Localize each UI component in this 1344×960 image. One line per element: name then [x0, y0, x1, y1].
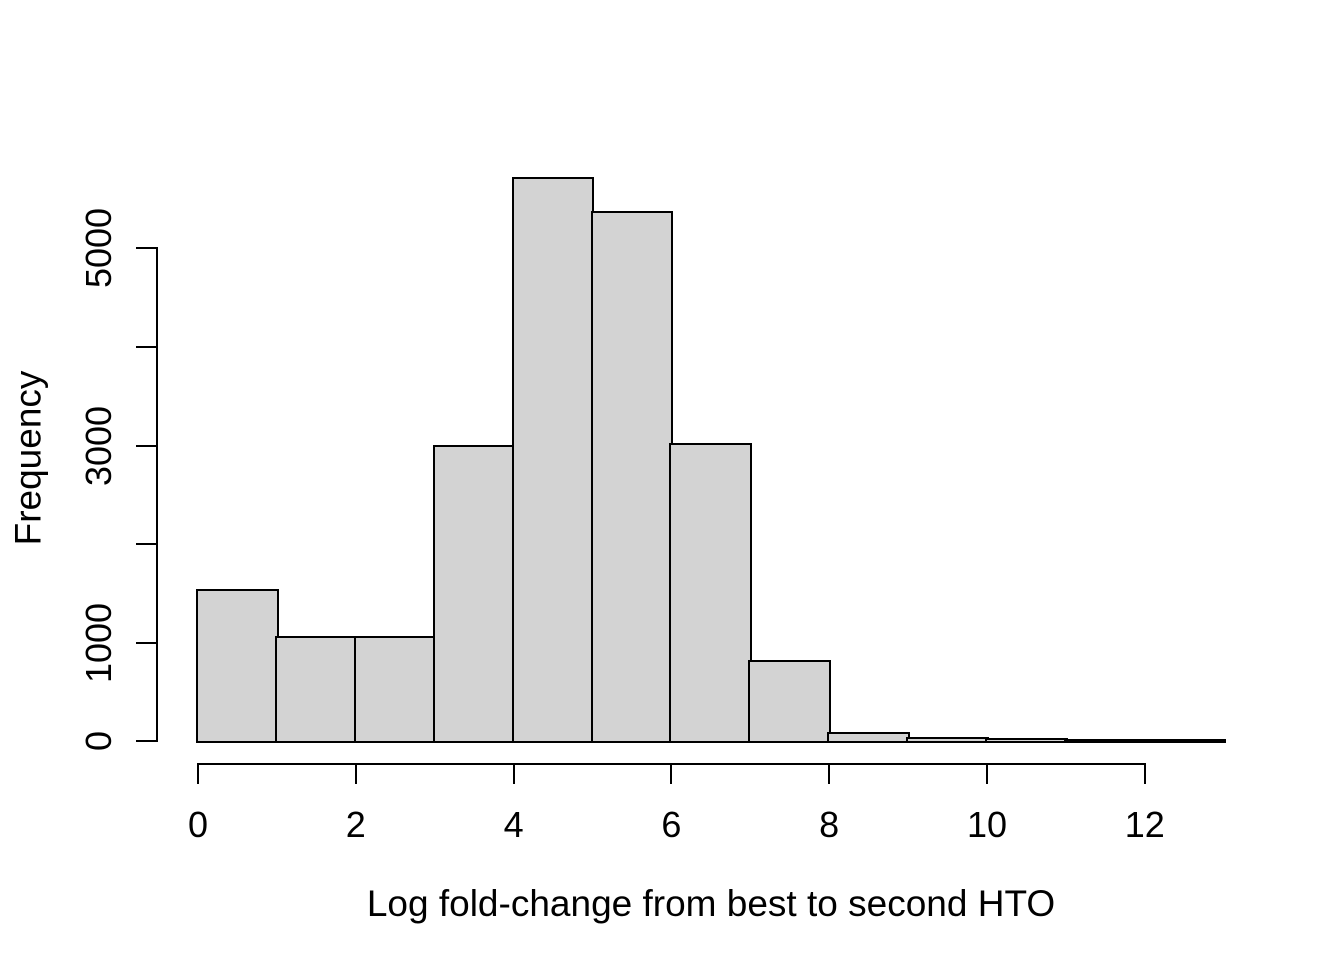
- x-tick: [354, 763, 357, 784]
- histogram-bar: [274, 635, 358, 744]
- y-axis-title: Frequency: [7, 370, 49, 546]
- y-tick: [135, 740, 156, 743]
- x-tick: [512, 763, 515, 784]
- x-tick-label: 2: [345, 804, 366, 845]
- x-tick-label: 4: [503, 804, 524, 845]
- x-tick-label: 6: [661, 804, 682, 845]
- x-axis-title: Log fold-change from best to second HTO: [366, 883, 1056, 924]
- histogram-bar: [353, 636, 437, 744]
- histogram-bar: [748, 660, 832, 744]
- histogram-bar: [432, 445, 516, 744]
- histogram-bar: [906, 736, 989, 744]
- histogram-bar: [827, 731, 911, 744]
- x-tick: [197, 763, 199, 784]
- y-tick: [135, 345, 156, 348]
- histogram-bar: [669, 443, 753, 744]
- histogram-bar: [511, 177, 595, 744]
- y-tick-label: 5000: [78, 208, 119, 289]
- x-tick-label: 12: [1124, 804, 1165, 845]
- y-tick-label: 1000: [78, 602, 119, 683]
- x-tick-label: 10: [966, 804, 1008, 845]
- y-tick: [135, 247, 156, 250]
- y-tick: [135, 641, 156, 644]
- y-axis-line: [155, 247, 158, 743]
- y-tick: [135, 444, 156, 447]
- x-tick-label: 0: [187, 804, 209, 845]
- x-tick: [828, 763, 831, 784]
- y-tick-label: 3000: [78, 405, 119, 486]
- y-tick-label: 0: [78, 731, 119, 752]
- histogram-bar: [985, 738, 1068, 744]
- y-tick: [135, 543, 156, 546]
- histogram-bar: [196, 589, 279, 744]
- x-tick: [670, 763, 673, 784]
- histogram-bar: [590, 211, 674, 744]
- x-tick: [1143, 763, 1146, 784]
- x-tick: [986, 763, 988, 784]
- x-tick-label: 8: [819, 804, 840, 845]
- histogram-bar: [1142, 738, 1226, 744]
- histogram-bar: [1063, 738, 1147, 744]
